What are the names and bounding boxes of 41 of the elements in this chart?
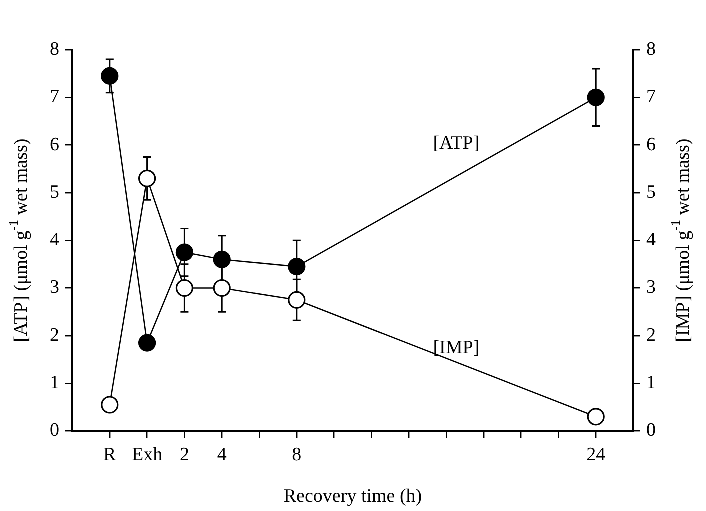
y2-tick-label: 6: [646, 134, 656, 156]
point: [176, 244, 194, 262]
x-tick-label: Exh: [132, 444, 164, 466]
y-tick-label: 3: [50, 277, 60, 298]
y-tick-label: 8: [50, 38, 60, 60]
x-tick-label: 4: [217, 444, 228, 466]
point: [101, 396, 119, 414]
y2-tick-label: 1: [646, 372, 656, 394]
point: [213, 250, 231, 268]
x-tick-label: R: [104, 444, 117, 466]
point: [213, 279, 231, 298]
y-tick-label: 5: [50, 182, 60, 203]
y-tick-label: 1: [50, 372, 60, 394]
y-tick-label: 2: [50, 324, 60, 346]
y-tick-label: 4: [50, 230, 60, 251]
point: [101, 67, 119, 86]
y2-tick-label: 8: [646, 38, 656, 60]
y2-tick-label: 2: [646, 324, 656, 346]
y-tick-label: 0: [50, 420, 60, 442]
x-tick-label: 2: [180, 444, 190, 466]
x-tick-label: 24: [586, 444, 606, 466]
y2-tick-label: 5: [646, 182, 656, 203]
series-label: [ATP]: [433, 132, 480, 154]
y2-tick-label: 3: [646, 277, 656, 298]
x-tick-label: 8: [292, 444, 302, 466]
y-axis-title: [ATP] (μmol g-1 wet mass): [6, 138, 32, 342]
point: [288, 291, 306, 309]
y2-tick-label: 4: [646, 230, 656, 251]
y2-tick-label: 7: [646, 86, 656, 108]
point: [587, 408, 605, 426]
y2-tick-label: 0: [646, 420, 656, 442]
y-tick-label: 6: [50, 134, 60, 156]
y2-axis-title: [IMP] (μmol g-1 wet mass): [668, 138, 694, 342]
series-label: [IMP]: [433, 338, 480, 359]
point: [138, 334, 156, 352]
x-axis-title: Recovery time (h): [284, 486, 422, 507]
point: [176, 279, 194, 298]
y-tick-label: 7: [50, 86, 60, 108]
point: [587, 88, 605, 106]
point: [138, 170, 156, 188]
point: [288, 258, 306, 276]
